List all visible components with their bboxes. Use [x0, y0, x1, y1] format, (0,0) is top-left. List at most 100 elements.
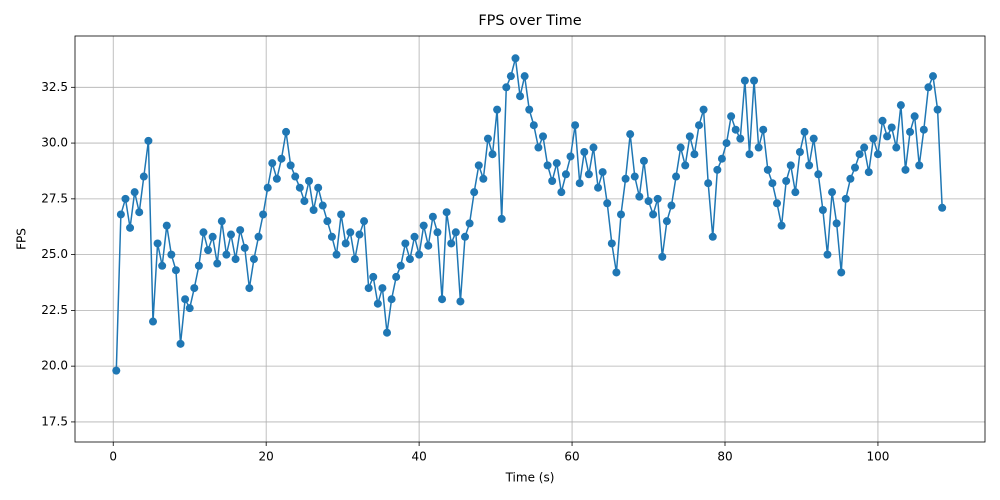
data-point [378, 284, 387, 293]
data-point [750, 76, 759, 85]
data-point [667, 201, 676, 210]
data-point [883, 132, 892, 141]
data-point [222, 250, 231, 259]
data-point [245, 284, 254, 293]
data-point [364, 284, 373, 293]
data-point [860, 143, 869, 152]
data-point [662, 217, 671, 226]
data-point [282, 127, 291, 136]
x-tick-label: 20 [259, 450, 274, 464]
data-point [171, 266, 180, 275]
data-point [190, 284, 199, 293]
data-point [763, 165, 772, 174]
data-point [456, 297, 465, 306]
data-point [318, 201, 327, 210]
data-point [539, 132, 547, 141]
data-point [548, 177, 557, 185]
y-tick-label: 30.0 [41, 136, 68, 150]
data-point [470, 188, 479, 197]
data-point [337, 210, 346, 219]
data-point [277, 154, 286, 163]
y-axis-label: FPS [15, 228, 29, 250]
data-point [126, 223, 135, 232]
data-point [181, 295, 190, 304]
data-point [511, 54, 520, 63]
data-point [506, 72, 515, 81]
data-point [236, 226, 245, 235]
data-point [589, 143, 598, 152]
data-point [327, 232, 336, 241]
data-point [516, 92, 525, 101]
data-point [722, 139, 731, 148]
data-point [580, 148, 589, 156]
data-point [617, 210, 625, 219]
data-point [896, 101, 905, 110]
data-point [451, 228, 460, 237]
data-point [263, 183, 272, 192]
data-point [461, 232, 469, 241]
axes-frame [74, 35, 986, 443]
data-point [695, 121, 703, 130]
x-axis-label: Time (s) [505, 471, 555, 485]
data-point [121, 194, 130, 203]
data-point [396, 261, 405, 270]
data-point [584, 170, 593, 179]
data-point [162, 221, 171, 230]
data-point [259, 210, 268, 219]
y-tick-label: 25.0 [41, 247, 68, 261]
data-point [525, 105, 534, 114]
data-point [176, 339, 185, 348]
data-point [392, 272, 401, 281]
data-point [350, 255, 359, 264]
data-point [314, 183, 323, 192]
data-point [639, 156, 648, 165]
data-point [488, 150, 497, 159]
data-point [300, 197, 309, 206]
plot-area: 0 20 40 60 80 100 17.5 20.0 22.5 25.0 27.5 30.0 32.5 [41, 35, 986, 464]
data-point [240, 243, 249, 252]
data-point [603, 199, 612, 208]
data-point [837, 268, 846, 277]
data-point [851, 163, 859, 172]
data-point [360, 217, 369, 226]
data-point [713, 165, 722, 174]
data-point [139, 172, 148, 181]
data-point [795, 148, 804, 156]
data-point [681, 161, 690, 170]
data-point [295, 183, 304, 192]
data-point [736, 134, 745, 143]
data-point [869, 134, 878, 143]
y-tick-label: 22.5 [41, 303, 68, 317]
data-point [832, 219, 841, 228]
data-point [433, 228, 442, 237]
x-tick-label: 60 [564, 450, 579, 464]
data-point [428, 212, 437, 221]
data-point [332, 250, 341, 259]
data-point [740, 76, 749, 85]
y-tick-label: 17.5 [41, 414, 68, 428]
data-point [158, 261, 167, 270]
data-point [383, 328, 391, 337]
data-point [910, 112, 919, 121]
data-point [791, 188, 800, 197]
data-point [805, 161, 814, 170]
data-point [474, 161, 483, 170]
data-point [213, 259, 222, 268]
data-point [231, 255, 240, 264]
data-point [685, 132, 694, 141]
data-point [841, 194, 850, 203]
chart-title: FPS over Time [478, 13, 581, 29]
data-point [717, 154, 726, 163]
data-point [658, 252, 667, 261]
data-point [814, 170, 823, 179]
x-tick-label: 80 [717, 450, 732, 464]
data-point [130, 188, 139, 197]
data-point [447, 239, 456, 248]
data-point [199, 228, 208, 237]
data-point [323, 217, 332, 226]
data-point [566, 152, 575, 161]
data-point [268, 159, 277, 168]
data-point [598, 168, 607, 177]
